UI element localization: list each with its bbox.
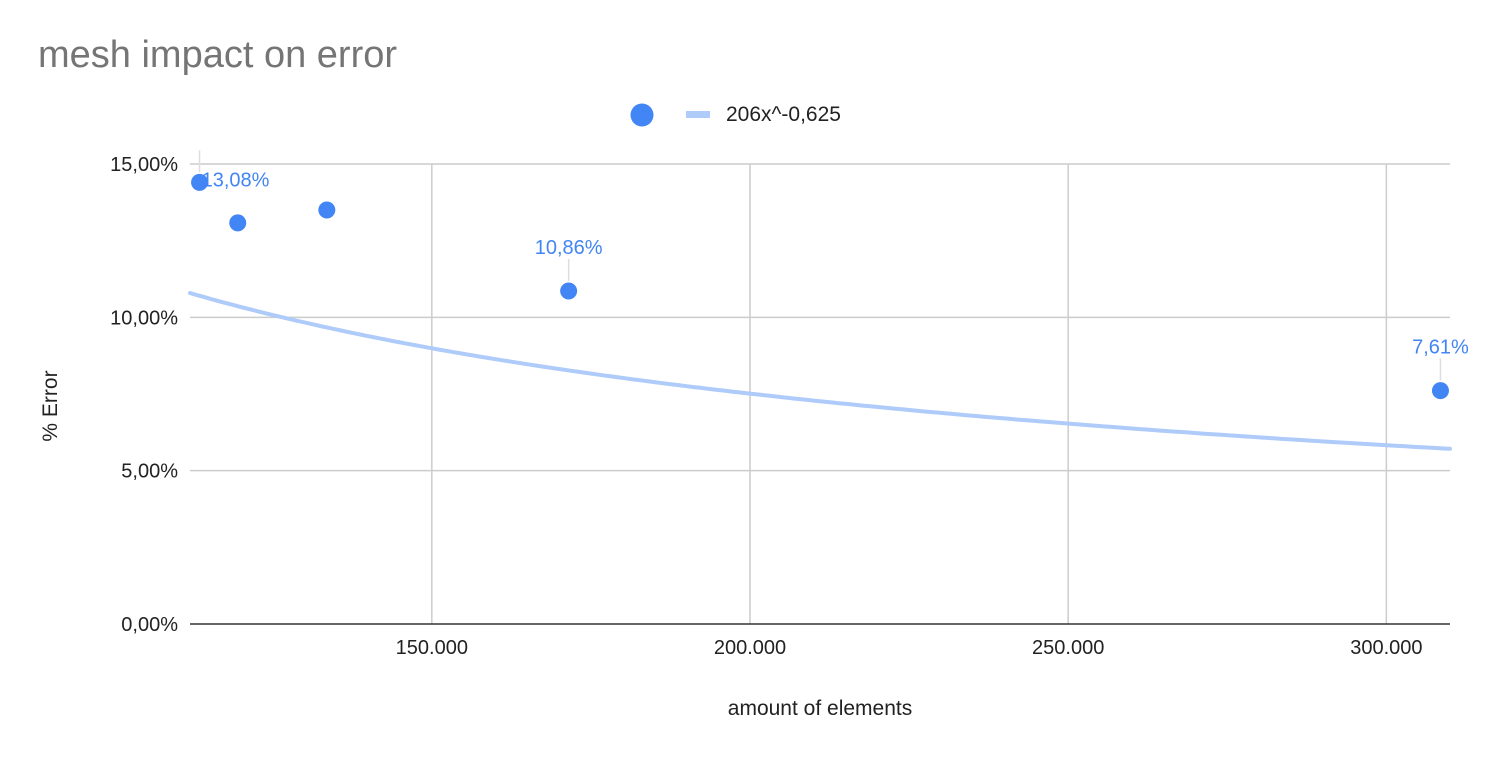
trendline [188,291,1452,451]
y-tick-label: 15,00% [110,154,178,176]
x-tick-label: 300.000 [1350,637,1422,659]
data-point [191,173,209,191]
data-point [318,201,336,219]
y-axis-title: % Error [39,370,62,441]
x-tick-label: 150.000 [396,637,468,659]
x-tick-label: 250.000 [1032,637,1104,659]
y-tick-label: 5,00% [121,461,178,483]
y-tick-label: 0,00% [121,614,178,636]
data-point [560,282,578,300]
data-label: 13,08% [202,169,270,191]
y-tick-label: 10,00% [110,307,178,329]
data-label: 10,86% [535,237,603,259]
legend-marker-points [630,103,654,127]
x-tick-label: 200.000 [714,637,786,659]
data-point [229,214,247,232]
data-label: 7,61% [1412,337,1469,359]
legend-marker-trendline [686,111,710,118]
data-point [1431,382,1449,400]
chart-title: mesh impact on error [38,34,398,76]
x-axis-title: amount of elements [728,697,912,720]
legend-label-trendline: 206x^-0,625 [726,103,841,126]
